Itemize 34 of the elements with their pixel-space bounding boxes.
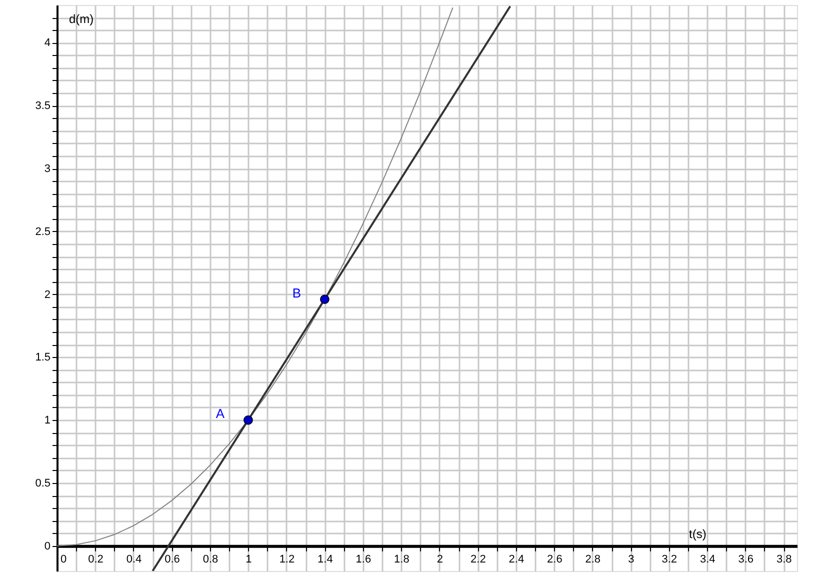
x-tick-label: 3.4 [700,553,716,566]
y-tick-label: 3.5 [35,100,50,112]
x-axis-title: t(s) [689,526,706,541]
x-tick-label: 3.6 [738,553,754,566]
y-tick-label: 2 [44,288,50,301]
x-tick-label: 1.4 [318,553,333,566]
y-tick-label: 2.5 [35,226,50,238]
y-tick-label: 1.5 [35,352,50,364]
x-tick-label: 2.2 [470,553,486,566]
x-tick-label: 1.2 [279,553,295,566]
x-tick-label: 0.6 [164,553,180,566]
x-tick-label: 3.2 [662,553,678,566]
annotation: A [216,406,225,422]
y-tick-label: 4 [44,37,50,50]
x-tick-label: 2 [436,553,443,566]
x-tick-label: 2.8 [585,553,601,566]
x-tick-label: 2.6 [547,553,562,566]
x-tick-label: 0.8 [202,553,218,566]
x-tick-label: 3 [628,553,634,566]
x-tick-label: 1.8 [394,553,410,566]
y-tick-label: 1 [44,414,50,427]
x-tick-label: 0 [60,553,67,566]
x-tick-label: 2.4 [508,553,524,566]
x-tick-label: 0.2 [88,553,104,566]
annotation: B [292,285,302,300]
y-tick-label: 3 [44,163,50,176]
line-series [57,7,454,546]
x-tick-label: 3.8 [776,553,792,566]
x-tick-label: 0.4 [126,553,142,566]
x-tick-label: 1.6 [356,553,372,566]
y-tick-label: 0 [44,540,50,552]
y-tick-label: 0.5 [35,477,50,490]
y-axis-title: d(m) [69,12,94,26]
x-tick-label: 1 [246,553,252,566]
